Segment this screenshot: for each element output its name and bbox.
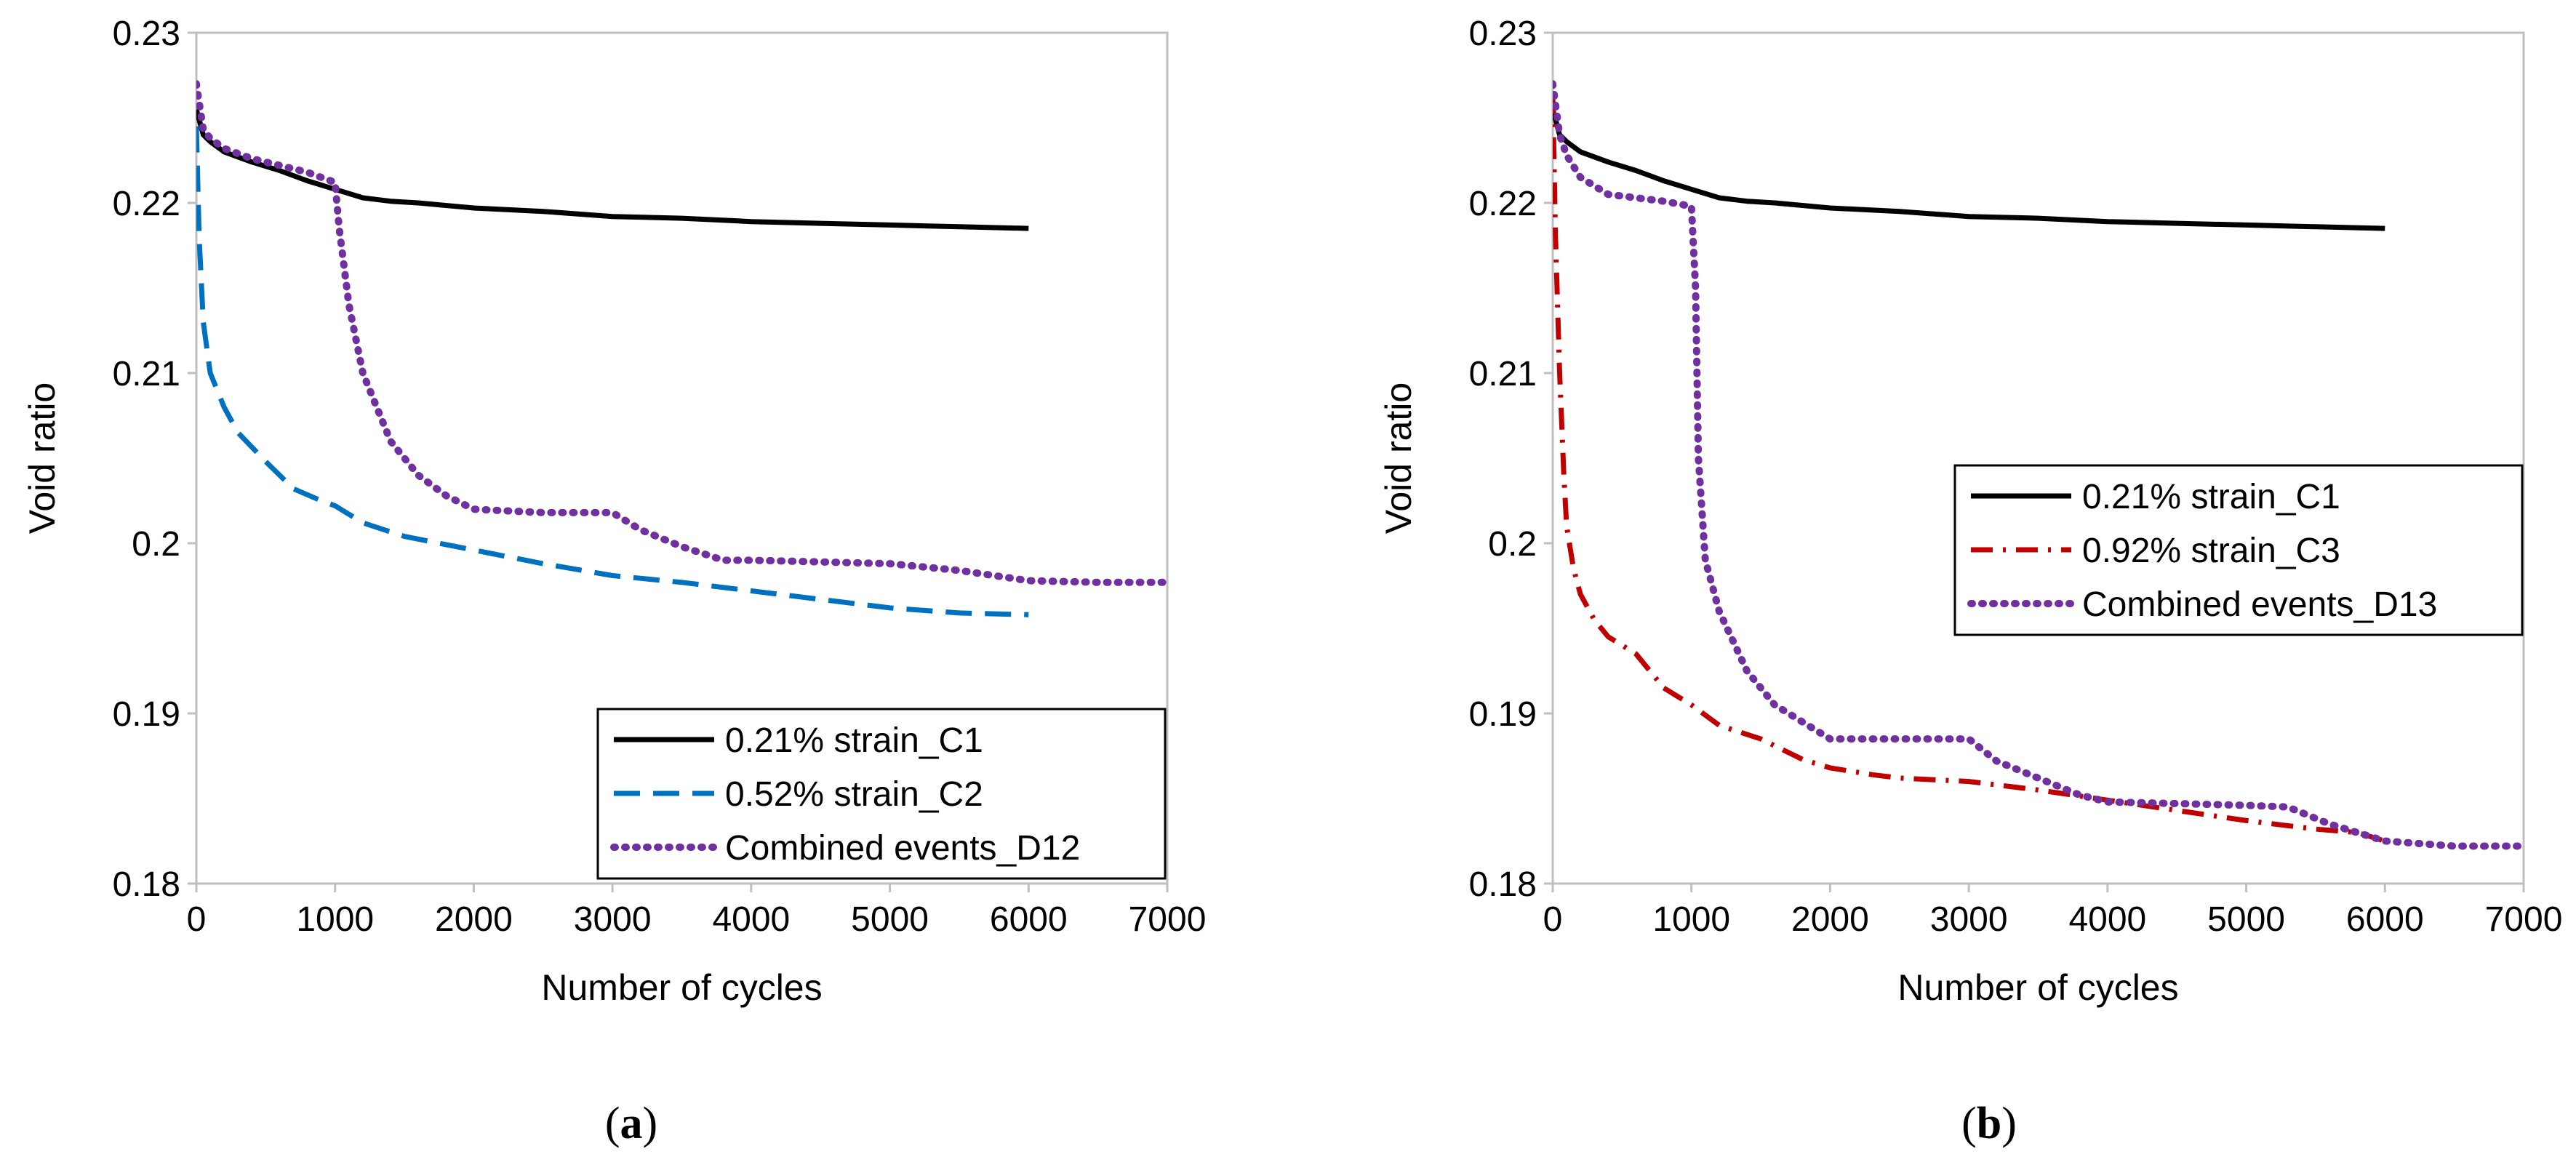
legend-label-2: 0.92% strain_C3 — [2082, 532, 2340, 570]
y-tick-label: 0.23 — [1469, 15, 1537, 53]
x-tick-label: 1000 — [1652, 900, 1730, 939]
y-axis-title: Void ratio — [22, 383, 63, 534]
series-line-1 — [196, 108, 1029, 231]
series-line-2 — [196, 126, 1029, 617]
y-tick-label: 0.19 — [113, 695, 180, 734]
legend-label-2: 0.52% strain_C2 — [725, 775, 983, 814]
legend-label-3: Combined events_D13 — [2082, 585, 2437, 624]
x-tick-label: 0 — [187, 900, 207, 939]
x-tick-label: 0 — [1543, 900, 1563, 939]
y-tick-label: 0.23 — [113, 15, 180, 53]
x-axis-title: Number of cycles — [541, 967, 822, 1008]
x-tick-label: 2000 — [435, 900, 513, 939]
y-tick-label: 0.22 — [113, 185, 180, 223]
x-tick-label: 4000 — [2068, 900, 2146, 939]
y-tick-label: 0.19 — [1469, 695, 1537, 734]
legend-label-1: 0.21% strain_C1 — [725, 721, 983, 760]
x-tick-label: 7000 — [2485, 900, 2563, 939]
y-tick-label: 0.18 — [113, 865, 180, 904]
series-line-3 — [1553, 80, 2527, 850]
x-tick-label: 3000 — [1930, 900, 2008, 939]
y-tick-label: 0.2 — [1488, 525, 1537, 564]
x-tick-label: 4000 — [712, 900, 790, 939]
series-line-2 — [1553, 92, 2386, 844]
y-tick-label: 0.18 — [1469, 865, 1537, 904]
subfigure-label: (a) — [605, 1099, 657, 1148]
y-tick-label: 0.2 — [132, 525, 180, 564]
chart-panel-b: 0.18 0.19 0.2 0.21 0.22 0.23 0 1000 2000 3000 4000… — [1378, 15, 2562, 1148]
plot-area — [195, 31, 1169, 885]
x-tick-label: 2000 — [1791, 900, 1869, 939]
y-axis-title: Void ratio — [1378, 383, 1419, 534]
x-axis-title: Number of cycles — [1897, 967, 2178, 1008]
series-line-1 — [1553, 108, 2385, 231]
x-tick-label: 6000 — [2346, 900, 2424, 939]
subfigure-label: (b) — [1961, 1099, 2017, 1148]
x-tick-label: 6000 — [990, 900, 1068, 939]
legend-label-1: 0.21% strain_C1 — [2082, 478, 2340, 516]
x-tick-label: 1000 — [296, 900, 374, 939]
x-tick-label: 7000 — [1129, 900, 1207, 939]
x-tick-label: 3000 — [574, 900, 652, 939]
x-tick-label: 5000 — [2207, 900, 2285, 939]
x-tick-label: 5000 — [851, 900, 929, 939]
series-line-3 — [196, 80, 1171, 586]
y-tick-label: 0.22 — [1469, 185, 1537, 223]
y-tick-label: 0.21 — [1469, 355, 1537, 393]
y-tick-label: 0.21 — [113, 355, 180, 393]
plot-area — [1551, 31, 2525, 885]
legend-label-3: Combined events_D12 — [725, 829, 1080, 868]
chart-panel-a: 0.18 0.19 0.2 0.21 0.22 0.23 0 1000 2000 3000 4000… — [22, 15, 1206, 1148]
